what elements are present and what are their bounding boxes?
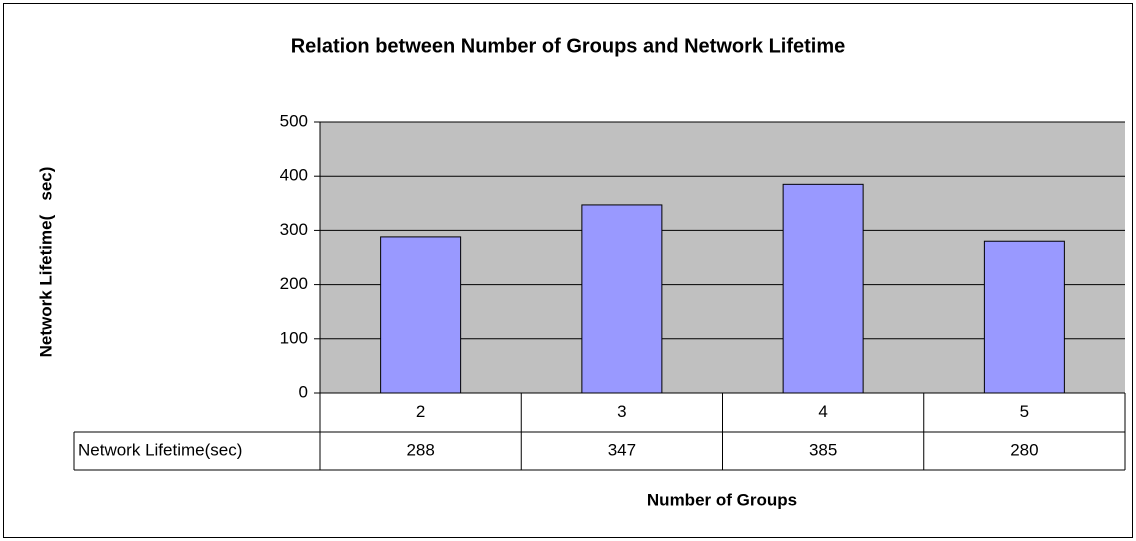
x-tick-label: 5: [1020, 402, 1029, 421]
table-value: 385: [809, 440, 837, 459]
y-tick-label: 100: [280, 328, 308, 347]
bar: [380, 236, 462, 394]
y-tick-label: 400: [280, 166, 308, 185]
x-tick-label: 4: [818, 402, 827, 421]
y-tick-label: 300: [280, 220, 308, 239]
table-value: 347: [608, 440, 636, 459]
y-tick-label: 0: [299, 382, 308, 401]
bar: [581, 204, 663, 394]
table-value: 280: [1010, 440, 1038, 459]
x-tick-label: 3: [617, 402, 626, 421]
chart-title: Relation between Number of Groups and Ne…: [291, 35, 846, 57]
table-series-name: Network Lifetime(sec): [78, 440, 242, 459]
x-axis-title: Number of Groups: [647, 490, 797, 509]
y-tick-label: 500: [280, 111, 308, 130]
bar: [782, 183, 864, 394]
bar: [983, 240, 1065, 394]
y-tick-label: 200: [280, 274, 308, 293]
table-value: 288: [406, 440, 434, 459]
x-tick-label: 2: [416, 402, 425, 421]
y-axis-title: Network Lifetime( sec): [36, 167, 55, 358]
